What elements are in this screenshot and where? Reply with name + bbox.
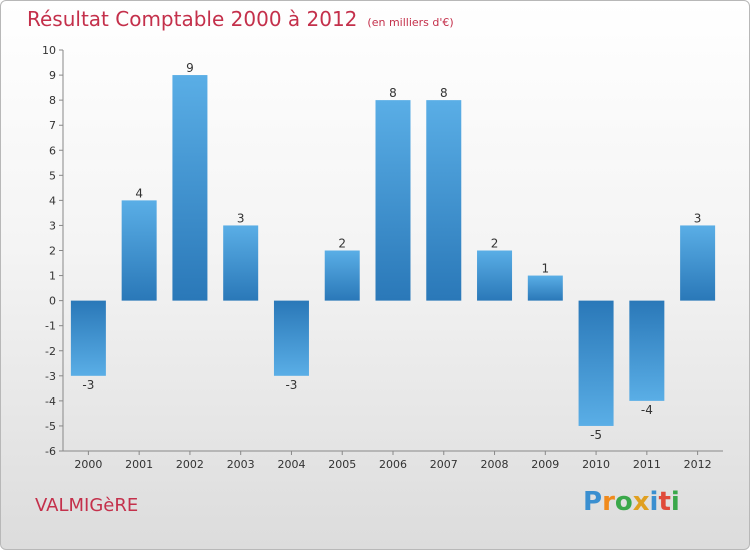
logo-letter: o bbox=[614, 487, 633, 517]
data-label: -5 bbox=[590, 428, 602, 442]
logo-letter: i bbox=[649, 487, 659, 517]
data-label: 3 bbox=[694, 211, 702, 225]
bar bbox=[680, 225, 716, 301]
x-tick-label: 2012 bbox=[684, 458, 712, 471]
x-tick-label: 2004 bbox=[277, 458, 305, 471]
data-label: 4 bbox=[135, 186, 143, 200]
y-tick-label: 0 bbox=[49, 295, 56, 308]
data-label: 9 bbox=[186, 61, 194, 75]
logo-letter: P bbox=[583, 487, 603, 517]
data-label: 2 bbox=[338, 237, 346, 251]
y-tick-label: 9 bbox=[49, 69, 56, 82]
y-tick-label: 1 bbox=[49, 270, 56, 283]
data-label: -3 bbox=[285, 378, 297, 392]
logo-letter: r bbox=[602, 487, 615, 517]
y-tick-label: -2 bbox=[45, 345, 56, 358]
y-tick-label: 5 bbox=[49, 169, 56, 182]
y-tick-label: 10 bbox=[42, 44, 56, 57]
data-label: 2 bbox=[491, 237, 499, 251]
x-tick-label: 2010 bbox=[582, 458, 610, 471]
x-tick-label: 2008 bbox=[481, 458, 509, 471]
bar bbox=[121, 200, 157, 301]
y-tick-label: 6 bbox=[49, 144, 56, 157]
x-tick-label: 2011 bbox=[633, 458, 661, 471]
y-tick-label: 3 bbox=[49, 219, 56, 232]
x-tick-label: 2002 bbox=[176, 458, 204, 471]
data-label: -4 bbox=[641, 403, 653, 417]
bar bbox=[629, 300, 665, 401]
x-tick-label: 2006 bbox=[379, 458, 407, 471]
commune-name: VALMIGèRE bbox=[35, 495, 139, 516]
bar bbox=[70, 300, 106, 376]
x-tick-label: 2001 bbox=[125, 458, 153, 471]
y-tick-label: 2 bbox=[49, 245, 56, 258]
data-label: 8 bbox=[440, 86, 448, 100]
chart-title: Résultat Comptable 2000 à 2012 (en millie… bbox=[27, 7, 454, 31]
data-label: 1 bbox=[541, 262, 549, 276]
y-tick-label: 7 bbox=[49, 119, 56, 132]
bar bbox=[273, 300, 309, 376]
x-tick-label: 2005 bbox=[328, 458, 356, 471]
bar bbox=[172, 75, 208, 301]
x-tick-label: 2007 bbox=[430, 458, 458, 471]
y-tick-label: -3 bbox=[45, 370, 56, 383]
bar bbox=[375, 100, 411, 301]
y-tick-label: -1 bbox=[45, 320, 56, 333]
bar bbox=[426, 100, 462, 301]
x-tick-label: 2009 bbox=[531, 458, 559, 471]
logo-letter: x bbox=[632, 487, 650, 517]
data-label: -3 bbox=[82, 378, 94, 392]
y-tick-label: -6 bbox=[45, 445, 56, 458]
subtitle-text: (en milliers d'€) bbox=[367, 16, 454, 29]
x-tick-label: 2003 bbox=[227, 458, 255, 471]
bar bbox=[223, 225, 259, 301]
logo-letter: i bbox=[670, 487, 680, 517]
data-label: 8 bbox=[389, 86, 397, 100]
y-tick-label: -4 bbox=[45, 395, 56, 408]
y-tick-label: 8 bbox=[49, 94, 56, 107]
y-tick-label: -5 bbox=[45, 420, 56, 433]
bar bbox=[578, 300, 614, 426]
y-tick-label: 4 bbox=[49, 194, 56, 207]
title-text: Résultat Comptable 2000 à 2012 bbox=[27, 7, 358, 31]
bar bbox=[477, 250, 513, 301]
proxiti-logo: Proxiti bbox=[583, 487, 680, 517]
bar bbox=[527, 275, 563, 301]
data-label: 3 bbox=[237, 211, 245, 225]
x-tick-label: 2000 bbox=[74, 458, 102, 471]
logo-letter: t bbox=[658, 487, 671, 517]
bar bbox=[324, 250, 360, 301]
